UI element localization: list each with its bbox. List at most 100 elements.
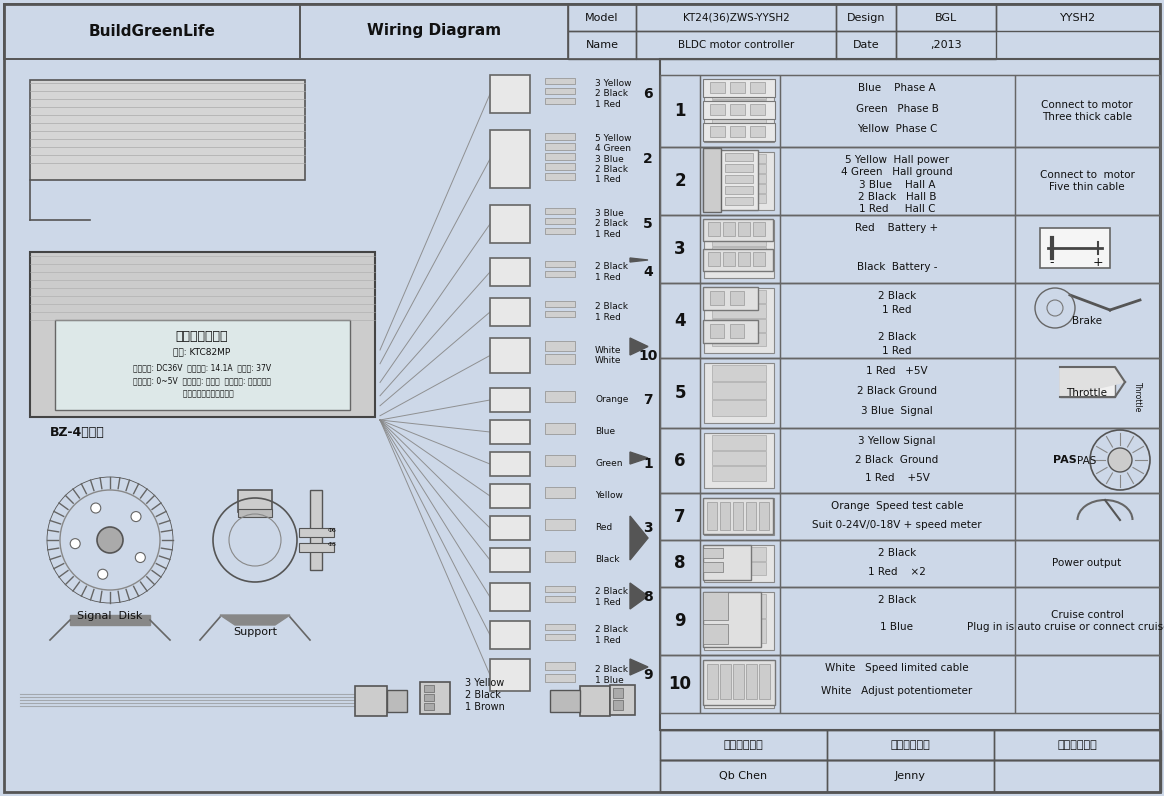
Text: 3 Yellow Signal: 3 Yellow Signal (858, 436, 936, 446)
Text: 10: 10 (668, 675, 691, 693)
Text: 2 Black
1 Red: 2 Black 1 Red (595, 587, 629, 607)
Polygon shape (630, 452, 648, 464)
Bar (1015, 147, 1161, 215)
Bar (545, 634, 575, 640)
Bar (1060, 367, 1115, 397)
Text: Orange: Orange (595, 396, 629, 404)
Text: 4 Green   Hall ground: 4 Green Hall ground (842, 167, 953, 178)
Bar (703, 592, 761, 647)
Bar (750, 126, 765, 137)
Bar (610, 685, 636, 715)
Text: 3 Yellow
2 Black
1 Brown: 3 Yellow 2 Black 1 Brown (464, 678, 505, 712)
Text: 型号: KTC82MP: 型号: KTC82MP (173, 348, 230, 357)
Text: -: - (1050, 256, 1055, 270)
Bar (551, 690, 580, 712)
Text: 输入电压: DC36V  额定电流: 14.1A  大电流: 37V: 输入电压: DC36V 额定电流: 14.1A 大电流: 37V (133, 364, 271, 373)
Bar (712, 365, 766, 381)
Text: Red    Battery +: Red Battery + (856, 223, 938, 233)
Bar (545, 228, 575, 234)
Bar (545, 391, 575, 402)
Bar (700, 587, 780, 655)
Bar (753, 222, 765, 236)
Text: 3: 3 (674, 240, 686, 258)
Circle shape (98, 569, 108, 579)
Bar (703, 545, 751, 580)
Bar (712, 222, 766, 246)
Text: 1: 1 (674, 102, 686, 120)
Text: 元刷电机控制器: 元刷电机控制器 (176, 330, 228, 344)
Bar (896, 31, 996, 59)
Bar (30, 80, 305, 180)
Text: 调速电流: 0~5V  刹车方式: 电动车  辅功率式: 欧几风格式: 调速电流: 0~5V 刹车方式: 电动车 辅功率式: 欧几风格式 (133, 377, 271, 385)
Bar (704, 498, 774, 535)
Bar (780, 655, 1015, 713)
Bar (721, 502, 730, 530)
Bar (545, 133, 575, 139)
Bar (750, 104, 765, 115)
Polygon shape (630, 338, 648, 355)
Bar (660, 428, 700, 493)
Bar (733, 502, 743, 530)
Text: 3 Blue    Hall A: 3 Blue Hall A (859, 180, 935, 189)
Bar (545, 596, 575, 602)
Text: 6: 6 (674, 451, 686, 470)
Bar (994, 730, 1161, 760)
Bar (780, 283, 1015, 358)
Text: Name: Name (585, 40, 618, 50)
Bar (660, 730, 826, 760)
Bar (712, 619, 766, 643)
Bar (703, 624, 728, 644)
Bar (613, 688, 623, 698)
Text: Red: Red (595, 524, 612, 533)
Text: Blue    Phase A: Blue Phase A (858, 83, 936, 93)
Text: +: + (1093, 256, 1103, 270)
Bar (730, 104, 745, 115)
Bar (490, 548, 530, 572)
Text: 设计（日期）: 设计（日期） (723, 740, 762, 750)
Bar (712, 466, 766, 481)
Bar (710, 126, 725, 137)
Text: 1 Red: 1 Red (882, 305, 911, 314)
Polygon shape (70, 615, 150, 625)
Circle shape (91, 503, 101, 513)
Bar (545, 519, 575, 530)
Bar (660, 215, 700, 283)
Bar (710, 291, 724, 305)
Bar (725, 164, 753, 172)
Bar (759, 664, 771, 699)
Text: BuildGreenLife: BuildGreenLife (88, 24, 215, 38)
Bar (700, 215, 780, 283)
Text: 2 Black
1 Red: 2 Black 1 Red (595, 626, 629, 645)
Bar (703, 150, 758, 210)
Text: 4: 4 (674, 311, 686, 330)
Bar (660, 655, 700, 713)
Text: White   Speed limited cable: White Speed limited cable (825, 663, 968, 673)
Bar (30, 252, 375, 417)
Bar (1015, 283, 1161, 358)
Bar (704, 152, 774, 210)
Bar (704, 363, 774, 423)
Text: 10: 10 (638, 349, 658, 362)
Text: Signal  Disk: Signal Disk (77, 611, 143, 621)
Bar (300, 4, 568, 59)
Bar (545, 218, 575, 224)
Bar (568, 4, 636, 31)
Bar (780, 75, 1015, 147)
Bar (700, 147, 780, 215)
Bar (738, 252, 750, 266)
Text: KT24(36)ZWS-YYSH2: KT24(36)ZWS-YYSH2 (682, 13, 789, 23)
Bar (703, 660, 775, 705)
Polygon shape (630, 583, 648, 609)
Polygon shape (1060, 367, 1124, 397)
Bar (386, 690, 407, 712)
Bar (545, 487, 575, 498)
Text: Throttle: Throttle (1133, 382, 1142, 412)
Bar (545, 586, 575, 592)
Bar (826, 730, 994, 760)
Bar (710, 324, 724, 338)
Bar (299, 528, 334, 537)
Bar (730, 324, 744, 338)
Bar (660, 75, 1161, 147)
Bar (896, 4, 996, 31)
Bar (703, 498, 773, 534)
